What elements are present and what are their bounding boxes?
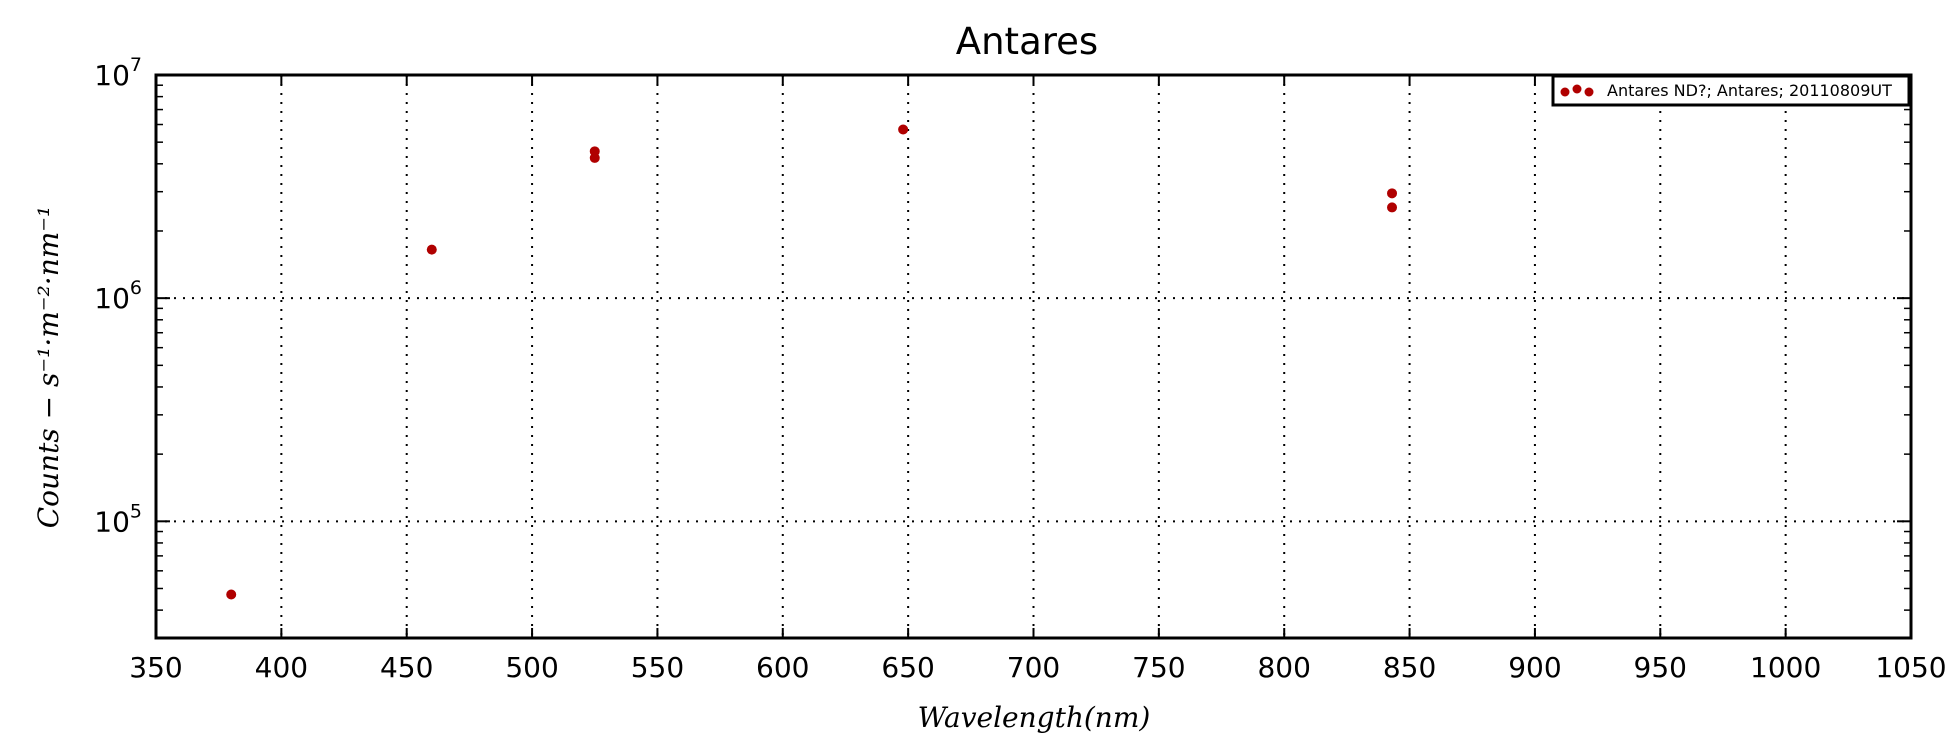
x-tick-label: 750 (1132, 651, 1185, 684)
legend-marker (1584, 87, 1594, 97)
y-tick-label: 106 (94, 277, 142, 315)
x-tick-label: 650 (881, 651, 934, 684)
y-tick-label: 107 (94, 54, 142, 92)
plot-area-frame (154, 73, 1913, 640)
data-point (1387, 202, 1398, 213)
x-tick-label: 400 (255, 651, 308, 684)
y-axis-ticks: 105 106 107 (94, 54, 1911, 538)
y-axis-label: Counts − s⁻¹·m⁻²·nm⁻¹ (32, 206, 65, 529)
y-tick-label: 105 (94, 500, 142, 538)
data-point (1387, 188, 1398, 199)
x-tick-label: 850 (1383, 651, 1436, 684)
legend-marker (1560, 87, 1570, 97)
minor-ticks (156, 84, 1911, 639)
data-point (426, 244, 437, 255)
x-tick-label: 550 (631, 651, 684, 684)
data-point (226, 589, 237, 600)
x-tick-label: 700 (1007, 651, 1060, 684)
x-tick-label: 450 (380, 651, 433, 684)
legend: Antares ND?; Antares; 20110809UT (1551, 74, 1911, 107)
legend-markers (1560, 84, 1594, 97)
data-point (898, 124, 909, 135)
x-tick-label: 350 (129, 651, 182, 684)
chart-title: Antares (956, 20, 1098, 63)
x-tick-label: 950 (1634, 651, 1687, 684)
legend-box (1551, 74, 1911, 107)
legend-marker (1572, 84, 1582, 94)
x-tick-label: 1050 (1875, 651, 1946, 684)
x-axis-label: Wavelength(nm) (918, 701, 1151, 734)
x-tick-label: 900 (1508, 651, 1561, 684)
x-tick-label: 600 (756, 651, 809, 684)
x-tick-label: 1000 (1750, 651, 1821, 684)
x-tick-label: 500 (505, 651, 558, 684)
data-point (589, 152, 600, 163)
legend-entry-label: Antares ND?; Antares; 20110809UT (1607, 81, 1892, 100)
x-tick-label: 800 (1257, 651, 1310, 684)
grid-lines (156, 75, 1911, 638)
x-axis-ticks: 350 400 450 500 550 600 650 700 750 800 850 900 950 1… (129, 75, 1947, 684)
data-points (226, 124, 1398, 600)
